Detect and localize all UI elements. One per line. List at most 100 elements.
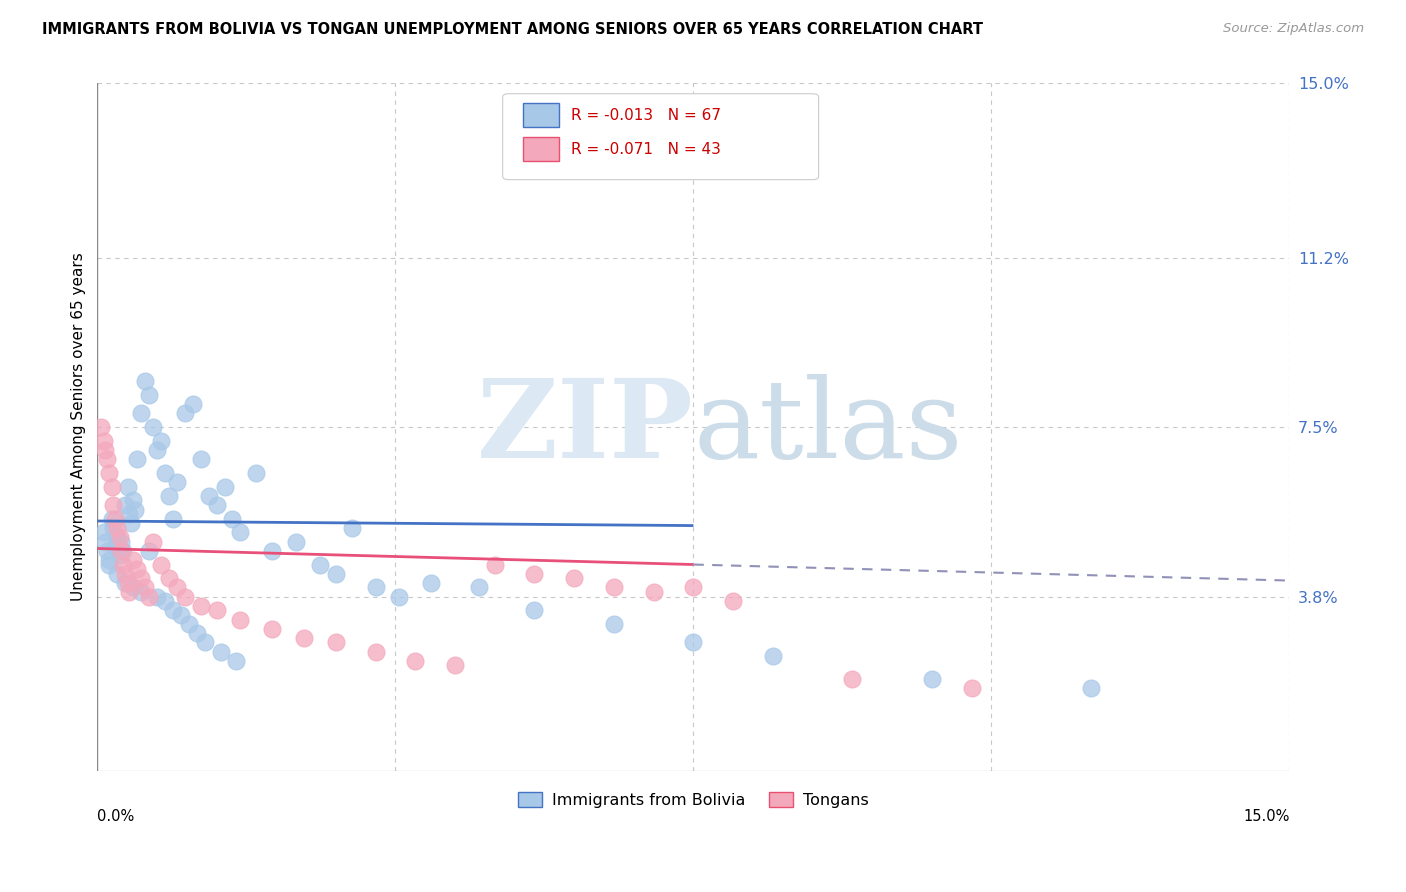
Point xyxy=(162,603,184,617)
Point xyxy=(285,534,308,549)
Point xyxy=(153,466,176,480)
Point xyxy=(309,558,332,572)
Point xyxy=(105,566,128,581)
Point xyxy=(444,658,467,673)
Point xyxy=(96,452,118,467)
Text: 15.0%: 15.0% xyxy=(1243,808,1289,823)
Point xyxy=(149,558,172,572)
Point xyxy=(127,452,149,467)
Point xyxy=(104,512,127,526)
Point xyxy=(523,566,546,581)
Text: R = -0.013   N = 67: R = -0.013 N = 67 xyxy=(571,108,721,122)
Point xyxy=(209,644,232,658)
Point xyxy=(603,617,626,632)
Point xyxy=(114,575,136,590)
Point xyxy=(124,502,146,516)
Point xyxy=(111,558,134,572)
Point xyxy=(98,558,121,572)
Point xyxy=(762,649,785,664)
Point xyxy=(1080,681,1102,696)
Bar xyxy=(523,103,558,127)
Point xyxy=(245,466,267,480)
Legend: Immigrants from Bolivia, Tongans: Immigrants from Bolivia, Tongans xyxy=(512,786,875,814)
Point xyxy=(149,434,172,448)
Point xyxy=(921,672,943,686)
Point xyxy=(122,553,145,567)
Point xyxy=(262,622,284,636)
Point xyxy=(173,406,195,420)
Point xyxy=(170,607,193,622)
Point xyxy=(960,681,983,696)
Point xyxy=(166,581,188,595)
Point xyxy=(325,635,347,649)
Point xyxy=(340,521,363,535)
Point xyxy=(190,452,212,467)
Text: atlas: atlas xyxy=(693,374,963,481)
Point xyxy=(177,617,200,632)
Point xyxy=(122,581,145,595)
Point xyxy=(325,566,347,581)
Point xyxy=(142,420,165,434)
Point xyxy=(146,442,169,457)
Point xyxy=(190,599,212,613)
Point xyxy=(221,512,243,526)
Point xyxy=(146,590,169,604)
Point xyxy=(100,512,122,526)
Point xyxy=(166,475,188,489)
Point xyxy=(292,631,315,645)
Point xyxy=(186,626,208,640)
Point xyxy=(129,406,152,420)
Point xyxy=(100,480,122,494)
Point xyxy=(229,525,252,540)
Point xyxy=(229,613,252,627)
Point xyxy=(114,498,136,512)
Point xyxy=(197,489,219,503)
Point xyxy=(523,603,546,617)
FancyBboxPatch shape xyxy=(503,94,818,179)
Point xyxy=(225,654,247,668)
Point xyxy=(682,581,704,595)
Point xyxy=(721,594,744,608)
Point xyxy=(153,594,176,608)
Point xyxy=(110,543,132,558)
Point xyxy=(194,635,217,649)
Point xyxy=(468,581,491,595)
Point xyxy=(643,585,665,599)
Text: Source: ZipAtlas.com: Source: ZipAtlas.com xyxy=(1223,22,1364,36)
Point xyxy=(93,434,115,448)
Point xyxy=(108,530,131,544)
Point xyxy=(138,590,160,604)
Point xyxy=(181,397,204,411)
Point xyxy=(111,543,134,558)
Point xyxy=(138,543,160,558)
Point xyxy=(93,525,115,540)
Point xyxy=(388,590,411,604)
Point xyxy=(118,507,141,521)
Point xyxy=(841,672,863,686)
Point xyxy=(603,581,626,595)
Point xyxy=(420,575,443,590)
Point xyxy=(162,512,184,526)
Point xyxy=(118,585,141,599)
Point xyxy=(484,558,506,572)
Y-axis label: Unemployment Among Seniors over 65 years: Unemployment Among Seniors over 65 years xyxy=(72,252,86,601)
Point xyxy=(98,466,121,480)
Point xyxy=(120,516,142,531)
Point xyxy=(262,543,284,558)
Text: IMMIGRANTS FROM BOLIVIA VS TONGAN UNEMPLOYMENT AMONG SENIORS OVER 65 YEARS CORRE: IMMIGRANTS FROM BOLIVIA VS TONGAN UNEMPL… xyxy=(42,22,983,37)
Point xyxy=(104,539,127,553)
Point xyxy=(364,581,387,595)
Point xyxy=(94,442,117,457)
Point xyxy=(117,480,139,494)
Point xyxy=(138,388,160,402)
Point xyxy=(108,549,131,563)
Point xyxy=(205,498,228,512)
Point xyxy=(173,590,195,604)
Point xyxy=(157,489,180,503)
Point xyxy=(129,571,152,585)
Text: 0.0%: 0.0% xyxy=(97,808,135,823)
Point xyxy=(103,521,125,535)
Point xyxy=(562,571,585,585)
Point xyxy=(110,534,132,549)
Point xyxy=(122,493,145,508)
